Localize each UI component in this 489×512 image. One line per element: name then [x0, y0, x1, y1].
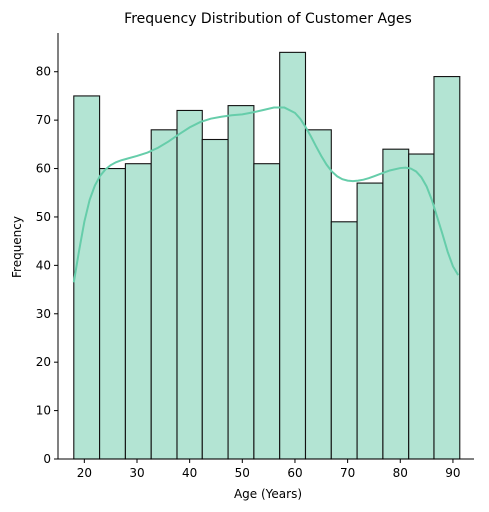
x-tick-label: 20 — [77, 466, 92, 480]
y-tick-label: 0 — [43, 452, 51, 466]
y-axis-ticks: 0 10 20 30 40 50 60 70 80 — [36, 65, 58, 466]
histogram-bar — [150, 129, 178, 460]
y-tick-label: 30 — [36, 307, 51, 321]
histogram-bar — [73, 95, 101, 460]
x-tick-label: 40 — [182, 466, 197, 480]
kde-curve — [72, 106, 460, 283]
histogram-bar — [408, 153, 435, 460]
histogram-bar — [227, 105, 255, 460]
y-axis-title: Frequency — [10, 216, 24, 278]
y-tick-label: 50 — [36, 210, 51, 224]
histogram-bar — [201, 138, 229, 460]
histogram-bar — [253, 163, 281, 460]
histogram-bar — [176, 109, 203, 460]
y-tick-label: 60 — [36, 162, 51, 176]
histogram-bar — [356, 182, 384, 460]
chart-title: Frequency Distribution of Customer Ages — [124, 11, 412, 27]
histogram-bar — [279, 51, 307, 460]
histogram-bar — [304, 129, 332, 460]
y-tick-label: 80 — [36, 65, 51, 79]
x-axis-ticks: 20 30 40 50 60 70 80 90 — [77, 459, 461, 480]
histogram-bar — [99, 167, 126, 460]
x-tick-label: 90 — [445, 466, 460, 480]
x-tick-label: 60 — [287, 466, 302, 480]
y-tick-label: 40 — [36, 258, 51, 272]
x-axis-title: Age (Years) — [234, 487, 302, 501]
x-tick-label: 70 — [340, 466, 355, 480]
bars-layer — [73, 51, 461, 460]
histogram-bar — [330, 221, 358, 460]
histogram-bar — [382, 148, 410, 460]
y-tick-label: 20 — [36, 355, 51, 369]
x-tick-label: 30 — [129, 466, 144, 480]
y-tick-label: 10 — [36, 404, 51, 418]
x-tick-label: 50 — [235, 466, 250, 480]
y-tick-label: 70 — [36, 113, 51, 127]
x-tick-label: 80 — [393, 466, 408, 480]
histogram-bar — [433, 76, 461, 460]
histogram-bar — [124, 163, 152, 460]
